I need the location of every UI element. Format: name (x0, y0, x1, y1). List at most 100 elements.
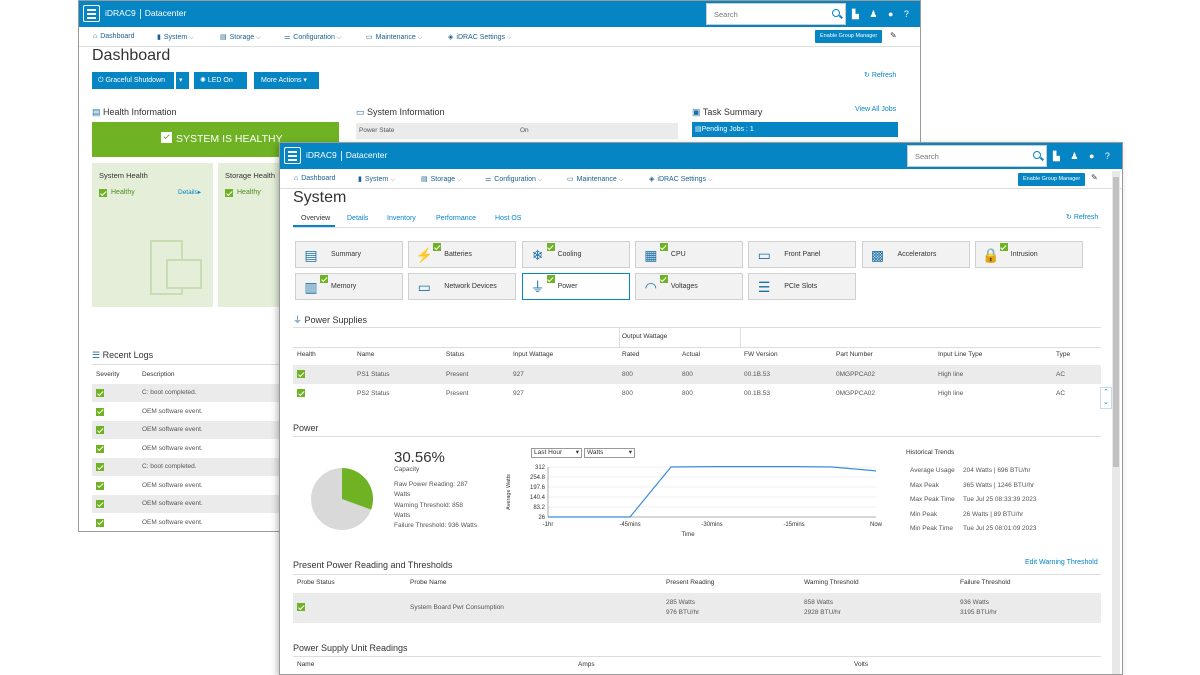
check-icon (546, 275, 555, 283)
menu-configuration[interactable]: ⚌ Configuration ⌵ (485, 176, 543, 183)
view-all-jobs-link[interactable]: View All Jobs (855, 106, 897, 113)
tile-voltages[interactable]: ◠ Voltages (634, 273, 743, 300)
check-icon (96, 407, 104, 416)
tile-summary[interactable]: ▤ Summary (295, 241, 403, 268)
y-tick-label: 254.8 (530, 475, 546, 481)
graceful-shutdown-button[interactable]: ⏻ Graceful Shutdown (92, 72, 174, 89)
trend-value: Tue Jul 25 08:33:39 2023 (963, 496, 1037, 503)
chevron-down-icon: ▾ (575, 449, 579, 456)
tile-memory[interactable]: ▥ Memory (295, 273, 403, 300)
check-icon (96, 426, 104, 434)
page-scrollbar[interactable] (1112, 171, 1120, 674)
failure-btu: 3195 BTU/hr (960, 609, 997, 616)
menu-system[interactable]: ▮ System ⌵ (358, 176, 395, 183)
tile-intrusion[interactable]: 🔒 Intrusion (974, 241, 1083, 268)
network-icon: ▭ (417, 279, 431, 295)
psu-cell: 927 (513, 390, 524, 397)
chevron-down-icon: ⌵ (507, 35, 512, 41)
tile-network-devices[interactable]: ▭ Network Devices (408, 273, 517, 300)
tab-performance[interactable]: Performance (436, 215, 477, 222)
search-input[interactable]: Search (907, 145, 1047, 167)
psu-cell: 0MGPPCA02 (836, 390, 876, 397)
menu-storage[interactable]: ▤ Storage ⌵ (421, 176, 462, 183)
menu-system[interactable]: ▮ System ⌵ (157, 34, 194, 41)
menu-configuration[interactable]: ⚌ Configuration ⌵ (284, 34, 342, 41)
details-link[interactable]: Details▸ (178, 189, 202, 196)
tile-label: Front Panel (784, 251, 821, 258)
sliders-icon: ⚌ (485, 176, 492, 183)
led-button[interactable]: ✺ LED On (194, 72, 247, 89)
divider (740, 327, 741, 347)
tab-host-os[interactable]: Host OS (495, 215, 522, 222)
psu-cell: AC (1056, 371, 1066, 378)
storage-icon: ▤ (220, 34, 227, 41)
clipboard-icon: ▤ (92, 107, 104, 117)
pcie-icon: ☰ (757, 279, 771, 295)
monitor-icon: ▭ (356, 107, 368, 117)
led-icon: ✺ (200, 77, 208, 84)
tile-pcie-slots[interactable]: ☰ PCIe Slots (748, 273, 857, 300)
table-scroll-buttons[interactable]: ⌃ ⌄ (1100, 387, 1112, 409)
unit-select[interactable]: Watts ▾ (584, 448, 635, 458)
col-volts: Volts (854, 661, 869, 668)
main-menu: ⌂ Dashboard ▮ System ⌵ ▤ Storage ⌵ ⚌ Configura… (79, 27, 920, 47)
menu-storage[interactable]: ▤ Storage ⌵ (220, 34, 261, 41)
psu-cell: High line (938, 390, 964, 397)
sliders-icon: ⚌ (284, 34, 291, 41)
pin-icon[interactable]: ✎ (1091, 173, 1098, 182)
tile-power[interactable]: ⏚ Power (521, 273, 630, 300)
active-tab-indicator (293, 225, 335, 227)
top-bar: iDRAC9 Datacenter Search ▙ ♟ ● ? (280, 143, 1122, 169)
time-range-select[interactable]: Last Hour ▾ (531, 448, 582, 458)
menu-idrac-settings[interactable]: ◈ iDRAC Settings ⌵ (448, 34, 512, 41)
tile-cooling[interactable]: ❄ Cooling (521, 241, 630, 268)
page-title: System (293, 189, 347, 206)
maintenance-icon: ▭ (366, 34, 373, 41)
summary-icon: ▤ (304, 247, 318, 263)
col-failure-threshold: Failure Threshold (960, 579, 1011, 586)
tab-inventory[interactable]: Inventory (387, 215, 416, 222)
x-tick-label: Now (870, 522, 883, 528)
tile-cpu[interactable]: ▦ CPU (634, 241, 743, 268)
tasks-icon: ▣ (692, 107, 703, 117)
idrac-logo-icon (83, 5, 100, 22)
tab-details[interactable]: Details (347, 215, 369, 222)
divider (293, 327, 1101, 328)
menu-dashboard[interactable]: ⌂ Dashboard (93, 33, 135, 40)
check-icon (161, 132, 172, 143)
menu-maintenance[interactable]: ▭ Maintenance ⌵ (567, 176, 624, 183)
tab-overview[interactable]: Overview (301, 215, 331, 222)
log-description: OEM software event. (142, 426, 203, 433)
psu-cell: 800 (682, 390, 693, 397)
storage-health-value: Healthy (237, 189, 261, 196)
refresh-link[interactable]: ↻ Refresh (864, 72, 897, 79)
system-health-card[interactable]: System Health Healthy Details▸ (92, 163, 213, 307)
table-row-bg (92, 495, 292, 513)
header-icons[interactable]: ▙ ♟ ● ? (1053, 151, 1114, 161)
scrollbar-thumb[interactable] (1113, 177, 1119, 467)
menu-maintenance[interactable]: ▭ Maintenance ⌵ (366, 34, 423, 41)
refresh-link[interactable]: ↻ Refresh (1066, 214, 1099, 221)
menu-idrac-settings[interactable]: ◈ iDRAC Settings ⌵ (649, 176, 713, 183)
pin-icon[interactable]: ✎ (890, 31, 897, 40)
health-status-text: SYSTEM IS HEALTHY (176, 133, 283, 145)
check-icon (96, 518, 104, 527)
header-icons[interactable]: ▙ ♟ ● ? (852, 9, 913, 19)
power-supplies-heading: ⏚ Power Supplies (293, 315, 368, 325)
enable-group-manager-button[interactable]: Enable Group Manager (1018, 173, 1086, 186)
menu-dashboard[interactable]: ⌂ Dashboard (294, 175, 336, 182)
tile-accelerators[interactable]: ▩ Accelerators (861, 241, 970, 268)
edit-warning-threshold-link[interactable]: Edit Warning Threshold (1025, 559, 1098, 566)
psu-cell: 927 (513, 371, 524, 378)
brand-title: iDRAC9 Datacenter (105, 8, 187, 19)
shutdown-dropdown-button[interactable]: ▾ (176, 72, 189, 89)
tile-front-panel[interactable]: ▭ Front Panel (748, 241, 857, 268)
search-input[interactable]: Search (706, 3, 846, 25)
tile-label: Cooling (557, 251, 582, 258)
enable-group-manager-button[interactable]: Enable Group Manager (815, 30, 883, 43)
psu-cell: High line (938, 371, 964, 378)
tile-batteries[interactable]: ⚡ Batteries (408, 241, 517, 268)
psu-col-fw-version: FW Version (744, 351, 778, 358)
pending-jobs-bar[interactable]: ▤Pending Jobs : 1 (692, 122, 898, 137)
more-actions-button[interactable]: More Actions ▾ (254, 72, 319, 89)
